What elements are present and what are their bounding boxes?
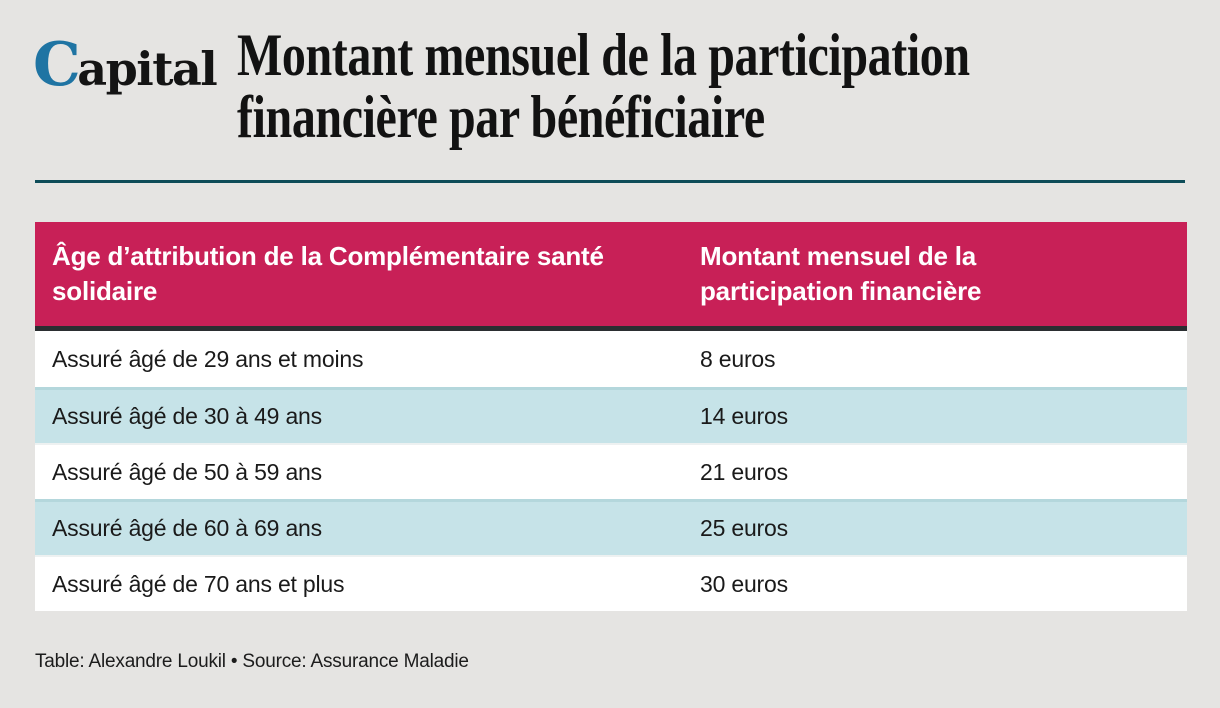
table-row: Assuré âgé de 30 à 49 ans 14 euros <box>35 387 1187 443</box>
table-row: Assuré âgé de 70 ans et plus 30 euros <box>35 555 1187 611</box>
column-header-age: Âge d’attribution de la Complémentaire s… <box>52 241 604 306</box>
data-table: Âge d’attribution de la Complémentaire s… <box>35 222 1187 611</box>
table-row: Assuré âgé de 60 à 69 ans 25 euros <box>35 499 1187 555</box>
table-row: Assuré âgé de 50 à 59 ans 21 euros <box>35 443 1187 499</box>
cell-age: Assuré âgé de 30 à 49 ans <box>52 403 322 429</box>
capital-logo: Capital <box>33 30 218 100</box>
chart-title: Montant mensuel de la participation fina… <box>237 22 970 150</box>
cell-age: Assuré âgé de 60 à 69 ans <box>52 515 322 541</box>
table-header-row: Âge d’attribution de la Complémentaire s… <box>35 222 1187 331</box>
capital-logo-initial: C <box>33 30 81 100</box>
table-body: Assuré âgé de 29 ans et moins 8 euros As… <box>35 331 1187 611</box>
cell-age: Assuré âgé de 50 à 59 ans <box>52 458 322 485</box>
column-header-amount: Montant mensuel de la participation fina… <box>700 241 982 306</box>
cell-age: Assuré âgé de 29 ans et moins <box>52 345 364 372</box>
cell-amount: 14 euros <box>700 403 788 429</box>
cell-amount: 25 euros <box>700 515 788 541</box>
credit-line: Table: Alexandre Loukil • Source: Assura… <box>35 651 469 672</box>
cell-age: Assuré âgé de 70 ans et plus <box>52 570 345 597</box>
cell-amount: 8 euros <box>700 345 776 372</box>
table-row: Assuré âgé de 29 ans et moins 8 euros <box>35 331 1187 387</box>
cell-amount: 21 euros <box>700 458 788 485</box>
title-divider-rule <box>35 180 1185 183</box>
capital-logo-rest: apital <box>77 42 217 96</box>
cell-amount: 30 euros <box>700 570 788 597</box>
